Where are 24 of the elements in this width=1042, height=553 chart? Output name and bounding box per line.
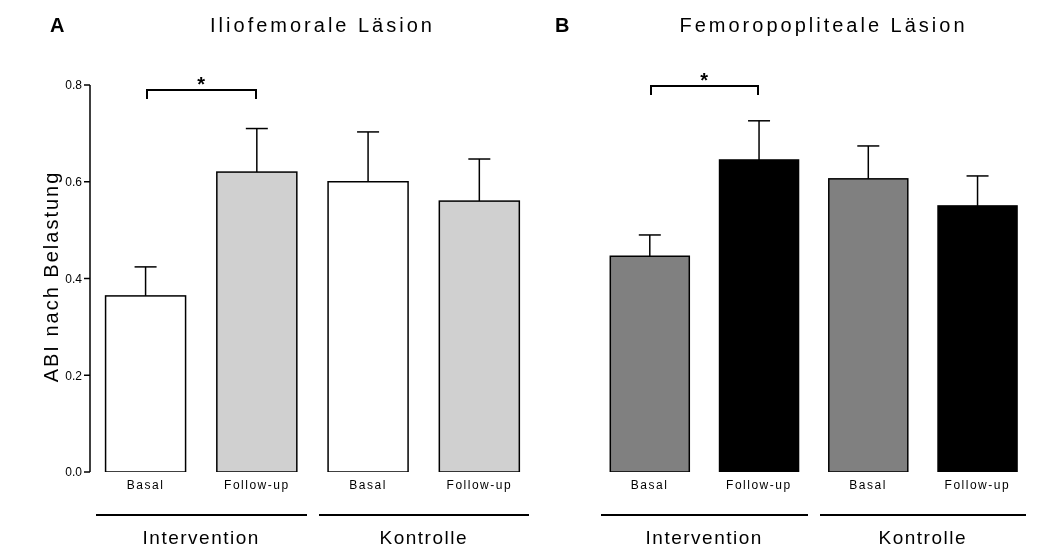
y-tick-label: 0.4	[65, 271, 83, 286]
text: Intervention	[141, 527, 261, 549]
text: Kontrolle	[378, 527, 469, 549]
text: Intervention	[644, 527, 764, 549]
x-tick-label: Follow-up	[224, 477, 290, 492]
y-tick-label: 0.6	[65, 175, 83, 190]
x-tick-label: Basal	[630, 477, 669, 492]
chart-title: Femoropopliteale Läsion	[678, 14, 969, 37]
x-tick-label: Basal	[849, 477, 887, 492]
text: A	[50, 14, 65, 37]
x-tick-label: Basal	[126, 477, 165, 492]
y-tick-label: 0.8	[65, 78, 83, 93]
annotation: *	[196, 73, 207, 96]
text: B	[555, 14, 570, 37]
x-tick-label: Follow-up	[944, 477, 1011, 492]
y-axis-title: ABI nach Belastung	[39, 169, 63, 384]
y-tick-label: 0.2	[65, 368, 83, 383]
text: Kontrolle	[877, 527, 968, 549]
annotation: *	[699, 68, 710, 92]
x-tick-label: Follow-up	[726, 477, 792, 492]
y-tick-label: 0.0	[65, 465, 83, 480]
x-tick-label: Basal	[349, 477, 387, 492]
chart-title: Iliofemorale Läsion	[209, 14, 436, 37]
x-tick-label: Follow-up	[446, 477, 513, 492]
